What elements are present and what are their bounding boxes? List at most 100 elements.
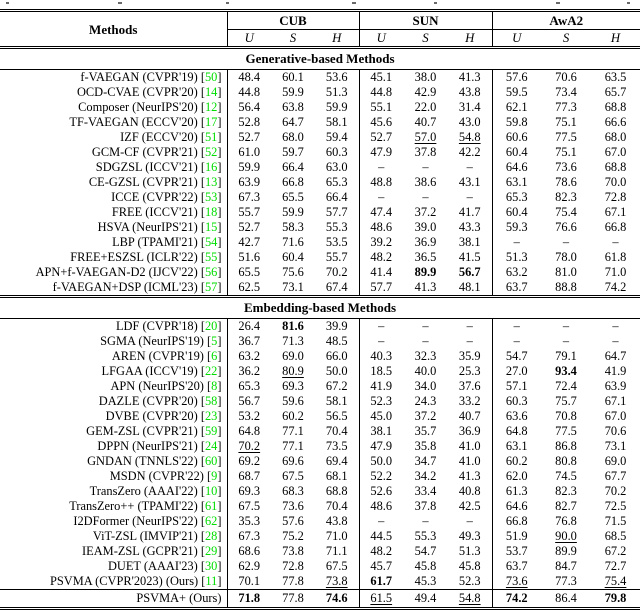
citation-link[interactable]: 15 bbox=[204, 220, 218, 234]
metric-value: 86.8 bbox=[555, 439, 577, 453]
citation-link[interactable]: 30 bbox=[204, 559, 218, 573]
metric-value: 45.8 bbox=[414, 559, 437, 573]
citation-link[interactable]: 18 bbox=[204, 205, 218, 219]
metric-value: 51.6 bbox=[238, 250, 261, 264]
citation-link[interactable]: 6 bbox=[211, 349, 218, 363]
citation-link[interactable]: 12 bbox=[204, 100, 218, 114]
citation-link[interactable]: 10 bbox=[204, 484, 218, 498]
citation-link[interactable]: 56 bbox=[204, 265, 218, 279]
citation-link[interactable]: 17 bbox=[204, 115, 218, 129]
metric-value: – bbox=[378, 514, 385, 528]
citation-link[interactable]: 61 bbox=[204, 499, 218, 513]
method-label: DUET (AAAI'23) bbox=[107, 559, 198, 573]
metric-value: 40.7 bbox=[448, 409, 493, 424]
method-name: DAZLE (CVPR'20) [58] bbox=[0, 394, 228, 409]
citation-link[interactable]: 9 bbox=[211, 469, 218, 483]
citation-link[interactable]: 60 bbox=[204, 454, 218, 468]
metric-value: 64.6 bbox=[505, 499, 528, 513]
metric-value: 63.7 bbox=[505, 559, 528, 573]
citation-link[interactable]: 23 bbox=[204, 409, 218, 423]
citation-link[interactable]: 22 bbox=[204, 364, 218, 378]
metric-value: 57.7 bbox=[315, 205, 360, 220]
metric-value: 59.8 bbox=[505, 115, 528, 129]
citation-link[interactable]: 58 bbox=[204, 394, 218, 408]
section-title: Embedding-based Methods bbox=[0, 296, 640, 319]
metric-value: 72.8 bbox=[604, 190, 627, 204]
dataset-header-cub: CUB bbox=[227, 9, 360, 30]
metric-value: 69.4 bbox=[315, 454, 360, 469]
metric-value: 67.5 bbox=[238, 499, 261, 513]
metric-value: 93.4 bbox=[555, 364, 577, 378]
table-row: DAZLE (CVPR'20) [58] 56.7 59.6 58.1 52.3 24.3… bbox=[0, 394, 640, 409]
metric-value: 66.8 bbox=[604, 220, 627, 234]
metric-value: – bbox=[378, 334, 385, 348]
metric-value: 67.1 bbox=[604, 394, 627, 408]
table-row: GEM-ZSL (CVPR'21) [59] 64.8 77.1 70.4 38.1 35… bbox=[0, 424, 640, 439]
metric-value: 61.3 bbox=[505, 484, 528, 498]
metric-value: 69.3 bbox=[238, 484, 261, 498]
metric-value: 57.1 bbox=[505, 379, 528, 393]
table-row: TransZero (AAAI'22) [10] 69.3 68.3 68.8 52.6… bbox=[0, 484, 640, 499]
metric-value: 68.3 bbox=[282, 484, 304, 498]
metric-value: 35.3 bbox=[238, 514, 261, 528]
citation-link[interactable]: 52 bbox=[204, 145, 218, 159]
metric-value: 70.2 bbox=[238, 439, 261, 453]
citation-link[interactable]: 20 bbox=[204, 319, 218, 333]
citation-link[interactable]: 57 bbox=[204, 280, 218, 294]
citation-link[interactable]: 62 bbox=[204, 514, 218, 528]
metric-value: 63.7 bbox=[492, 280, 542, 298]
citation-link[interactable]: 5 bbox=[211, 334, 218, 348]
citation-link[interactable]: 59 bbox=[204, 424, 218, 438]
citation-link[interactable]: 24 bbox=[204, 439, 218, 453]
metric-value: 70.4 bbox=[315, 499, 360, 514]
metric-value: 48.6 bbox=[370, 499, 393, 513]
metric-value: – bbox=[513, 235, 520, 249]
method-label: LDF (CVPR'18) bbox=[115, 319, 198, 333]
metric-value: 52.3 bbox=[370, 394, 393, 408]
metric-value: 80.9 bbox=[282, 364, 304, 378]
table-row: Composer (NeurIPS'20) [12] 56.4 63.8 59.9 55… bbox=[0, 100, 640, 115]
citation-link[interactable]: 29 bbox=[204, 544, 218, 558]
citation-link[interactable]: 13 bbox=[204, 175, 218, 189]
citation-link[interactable]: 16 bbox=[204, 160, 218, 174]
metric-value: 38.1 bbox=[370, 424, 393, 438]
citation-link[interactable]: 11 bbox=[205, 574, 218, 588]
citation-link[interactable]: 53 bbox=[204, 190, 218, 204]
table-row: PSVMA (CVPR'2023) (Ours) [11] 70.1 77.8 73.… bbox=[0, 574, 640, 590]
metric-value: 47.4 bbox=[370, 205, 393, 219]
metric-value: 68.0 bbox=[604, 130, 627, 144]
metric-header-u: U bbox=[227, 29, 271, 49]
metric-value: 43.3 bbox=[448, 220, 493, 235]
metric-value: 74.5 bbox=[555, 469, 577, 483]
metric-value: 44.8 bbox=[238, 85, 261, 99]
citation-link[interactable]: 14 bbox=[204, 85, 218, 99]
metric-value: 39.0 bbox=[414, 220, 437, 234]
citation-link[interactable]: 54 bbox=[204, 235, 218, 249]
metric-value: 60.3 bbox=[315, 145, 360, 160]
method-name: SDGZSL (ICCV'21) [16] bbox=[0, 160, 228, 175]
citation-link[interactable]: 55 bbox=[204, 250, 218, 264]
method-name: APN (NeurIPS'20) [8] bbox=[0, 379, 228, 394]
citation-link[interactable]: 8 bbox=[211, 379, 218, 393]
citation-link[interactable]: 50 bbox=[204, 70, 218, 84]
metric-value: 61.5 bbox=[359, 589, 403, 610]
metric-value: 82.3 bbox=[555, 190, 577, 204]
citation-link[interactable]: 28 bbox=[204, 529, 218, 543]
metric-value: 52.7 bbox=[238, 220, 261, 234]
method-label: APN (NeurIPS'20) bbox=[110, 379, 204, 393]
table-row: LBP (TPAMI'21) [54] 42.7 71.6 53.5 39.2 36.9 3… bbox=[0, 235, 640, 250]
metric-value: 48.2 bbox=[370, 250, 393, 264]
citation-link[interactable]: 51 bbox=[204, 130, 218, 144]
methods-column-header: Methods bbox=[0, 9, 228, 49]
metric-value: 65.7 bbox=[604, 85, 627, 99]
metric-value: 77.8 bbox=[282, 574, 304, 588]
metric-value: 77.1 bbox=[282, 424, 304, 438]
metric-value: 34.7 bbox=[414, 454, 437, 468]
metric-value: 63.5 bbox=[604, 70, 627, 84]
metric-value: 52.2 bbox=[370, 469, 393, 483]
method-label: SDGZSL (ICCV'21) bbox=[95, 160, 198, 174]
table-row: I2DFormer (NeurIPS'22) [62] 35.3 57.6 43.8 –… bbox=[0, 514, 640, 529]
metric-value: 75.6 bbox=[282, 265, 304, 279]
metric-value: 63.2 bbox=[505, 265, 528, 279]
metric-value: 79.8 bbox=[591, 589, 640, 610]
